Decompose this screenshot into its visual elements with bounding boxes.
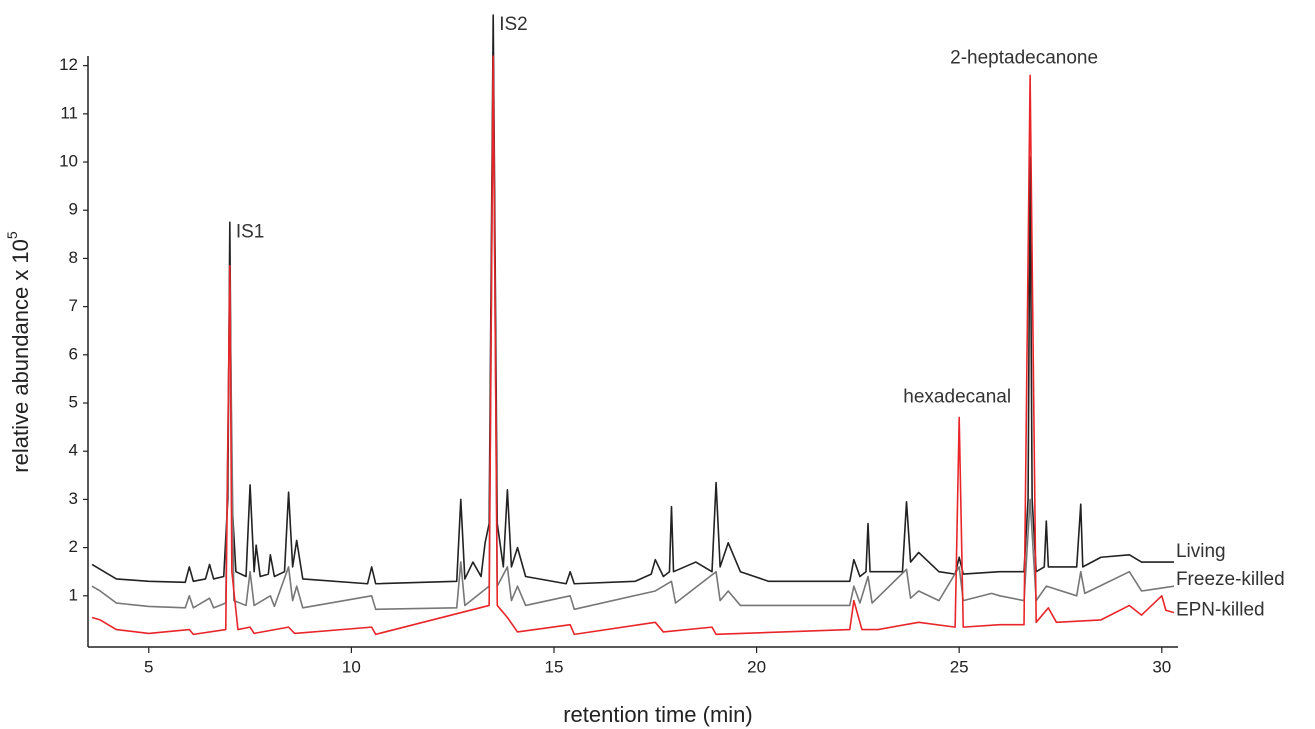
series-line [91,14,1174,585]
y-tick-label: 3 [69,489,78,508]
x-tick-label: 15 [545,657,564,676]
annotation: IS1 [236,221,265,242]
y-tick-label: 8 [69,248,78,267]
y-tick-label: 7 [69,296,78,315]
x-axis-title: retention time (min) [563,702,753,727]
y-tick-label: 1 [69,585,78,604]
y-tick-label: 5 [69,393,78,412]
x-tick-label: 10 [342,657,361,676]
annotation: hexadecanal [903,386,1011,407]
y-axis-title-exponent: 5 [4,231,20,239]
x-tick-label: 5 [144,657,153,676]
series-line [91,64,1175,611]
y-tick-label: 2 [69,537,78,556]
y-tick-label: 12 [59,55,78,74]
y-tick-label: 10 [59,152,78,171]
y-tick-label: 4 [69,441,78,460]
y-axis-title: relative abundance x 105 [4,231,33,473]
annotation: IS2 [499,14,528,35]
x-tick-label: 20 [747,657,766,676]
y-tick-label: 9 [69,200,78,219]
y-tick-label: 11 [60,103,78,122]
x-tick-label: 25 [950,657,969,676]
series-label: EPN-killed [1176,600,1265,621]
series-label: Freeze-killed [1176,569,1285,590]
annotation: 2-heptadecanone [950,47,1098,68]
y-axis-title-text: relative abundance x 10 [8,239,33,473]
series-label: Living [1176,541,1226,562]
y-tick-label: 6 [69,344,78,363]
x-tick-label: 30 [1152,657,1171,676]
series-line [91,55,1175,636]
